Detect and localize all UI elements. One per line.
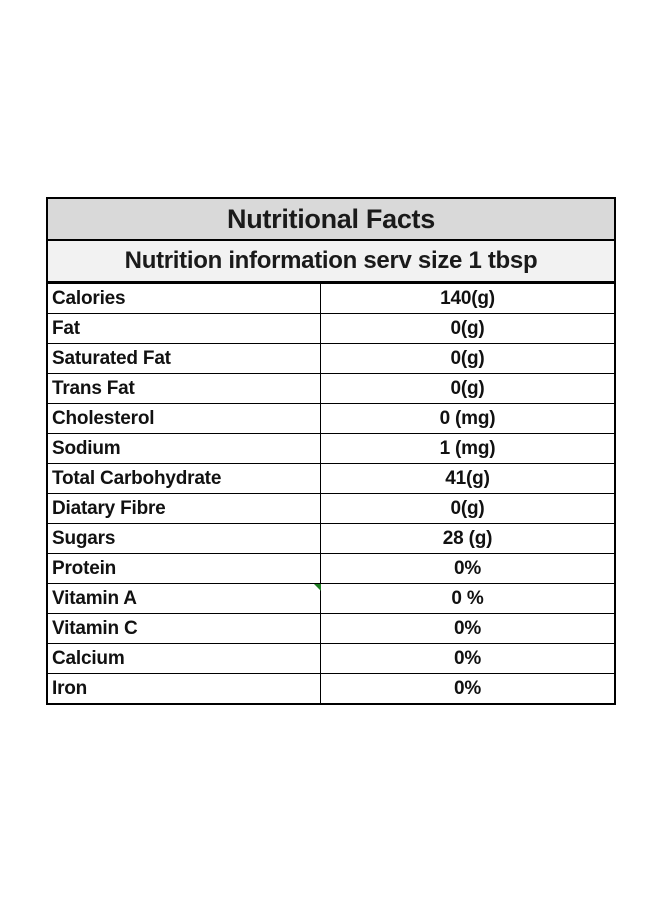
nutrient-name: Saturated Fat [48, 344, 321, 373]
nutrient-name: Vitamin A [48, 584, 321, 613]
table-row-sodium: Sodium 1 (mg) [48, 434, 614, 464]
table-row-total-carbohydrate: Total Carbohydrate 41(g) [48, 464, 614, 494]
table-row-iron: Iron 0% [48, 674, 614, 703]
nutrient-name: Fat [48, 314, 321, 343]
table-subtitle: Nutrition information serv size 1 tbsp [48, 241, 614, 284]
nutrient-value: 41(g) [445, 467, 490, 489]
cell-comment-marker [314, 584, 321, 591]
table-row-calcium: Calcium 0% [48, 644, 614, 674]
nutrient-value: 0 (mg) [439, 407, 496, 429]
nutrient-name: Protein [48, 554, 321, 583]
table-row-vitamin-c: Vitamin C 0% [48, 614, 614, 644]
table-row-vitamin-a: Vitamin A 0 % [48, 584, 614, 614]
nutrient-value: 0 % [451, 587, 484, 609]
nutrient-value: 0% [453, 617, 482, 639]
nutrient-name-text: Protein [52, 557, 117, 579]
nutrient-value: 0% [453, 557, 482, 579]
nutrition-facts-table: Nutritional Facts Nutrition information … [46, 197, 616, 705]
nutrient-value: 0(g) [450, 497, 485, 519]
nutrient-name: Sodium [48, 434, 321, 463]
table-row-trans-fat: Trans Fat 0(g) [48, 374, 614, 404]
table-title: Nutritional Facts [48, 199, 614, 241]
table-row-sugars: Sugars 28 (g) [48, 524, 614, 554]
nutrient-name: Calcium [48, 644, 321, 673]
nutrient-name: Cholesterol [48, 404, 321, 433]
nutrient-value: 0(g) [450, 377, 485, 399]
nutrient-value: 28 (g) [442, 527, 493, 549]
nutrient-name-text: Vitamin A [52, 587, 137, 609]
nutrient-value: 0% [453, 677, 482, 699]
nutrient-name: Calories [48, 284, 321, 313]
nutrient-name: Iron [48, 674, 321, 703]
table-row-calories: Calories 140(g) [48, 284, 614, 314]
nutrient-name: Diatary Fibre [48, 494, 321, 523]
nutrient-value: 0(g) [450, 347, 485, 369]
nutrient-name: Vitamin C [48, 614, 321, 643]
nutrient-value: 0(g) [450, 317, 485, 339]
table-row-protein: Protein 0% [48, 554, 614, 584]
table-row-saturated-fat: Saturated Fat 0(g) [48, 344, 614, 374]
nutrient-value: 140(g) [440, 287, 495, 309]
table-row-fat: Fat 0(g) [48, 314, 614, 344]
nutrient-name: Total Carbohydrate [48, 464, 321, 493]
table-row-cholesterol: Cholesterol 0 (mg) [48, 404, 614, 434]
table-row-diatary-fibre: Diatary Fibre 0(g) [48, 494, 614, 524]
nutrient-name: Sugars [48, 524, 321, 553]
nutrient-name: Trans Fat [48, 374, 321, 403]
nutrient-value: 1 (mg) [439, 437, 496, 459]
nutrient-value: 0% [453, 647, 482, 669]
